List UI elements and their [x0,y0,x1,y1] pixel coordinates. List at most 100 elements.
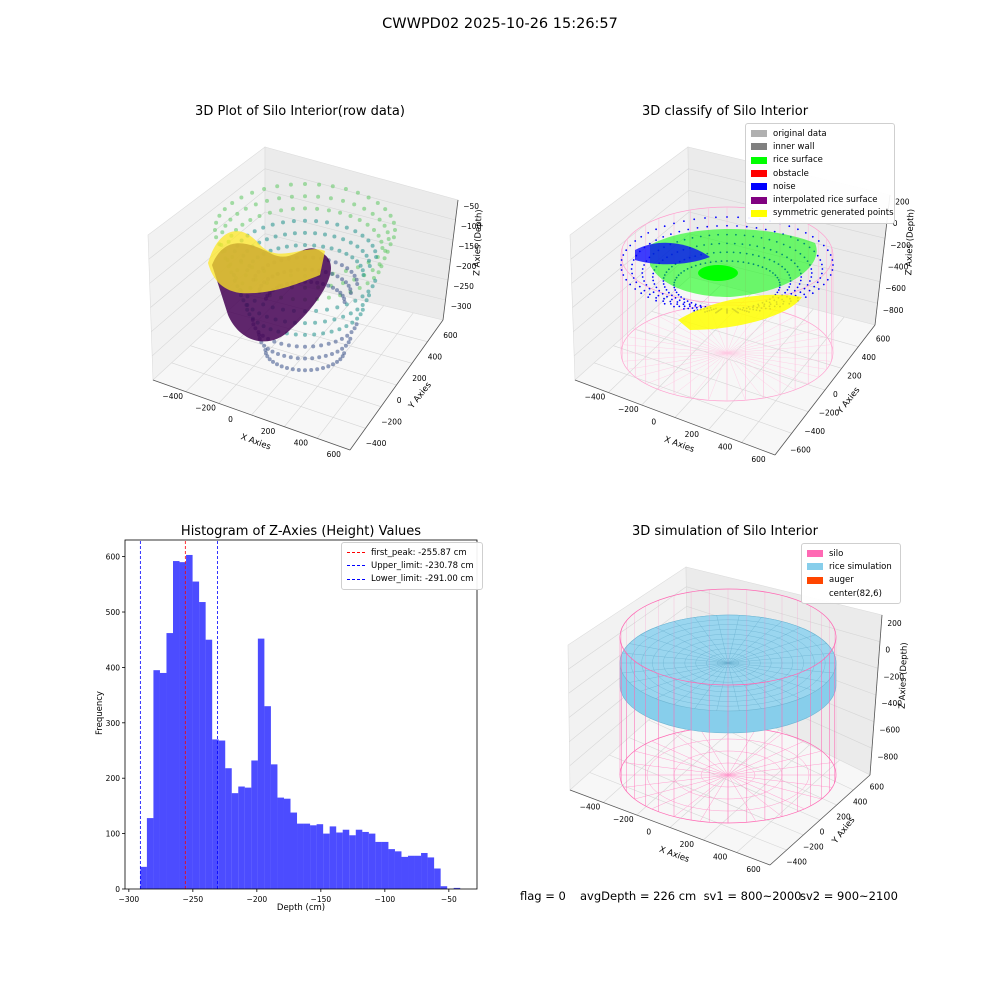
y-tick-label: 400 [862,353,877,362]
raw-point [303,206,307,211]
noise-point [755,227,758,229]
raw-point [344,225,349,230]
raw-point [303,230,307,235]
raw-point [367,264,372,268]
noise-point [806,284,809,286]
noise-point [663,225,666,228]
raw-point [354,322,359,327]
raw-point [303,332,307,337]
legend-item: symmetric generated points [751,207,894,220]
raw-point [379,239,384,244]
histogram-bar [290,812,298,889]
raw-point [263,351,268,356]
histogram-bar [394,851,402,889]
noise-point [789,283,792,285]
histogram-bar [205,639,213,889]
silo-floor-spoke [727,774,783,817]
raw-point [344,251,349,256]
silo-floor-spoke [727,774,805,810]
simulation-plot-title: 3D simulation of Silo Interior [632,524,818,539]
legend-label: inner wall [773,141,815,152]
raw-point [262,343,267,348]
silo-floor-spoke [673,733,729,776]
legend-label: Lower_limit: -291.00 cm [371,574,474,585]
raw-point [314,308,319,313]
raw-point [340,277,345,282]
x-tick-label: −250 [183,895,204,904]
raw-point [248,218,253,222]
legend-label: first_peak: -255.87 cm [371,547,467,558]
raw-point [341,314,346,319]
noise-point [745,225,748,228]
legend-label: silo [829,548,844,559]
rice-mesh-spoke [640,634,729,664]
sv2-text: sv2 = 900~2100 [800,889,898,903]
noise-point [796,286,799,289]
x-tick-label: −50 [441,895,457,904]
noise-point [643,264,645,266]
legend-label: noise [773,181,796,192]
raw-point [257,214,262,218]
histogram-bar [381,841,389,889]
z-tick-label: 200 [887,619,902,628]
legend-swatch [807,550,823,558]
noise-point [686,300,689,302]
histogram-bar [146,818,154,889]
raw-point [313,320,318,325]
raw-point [370,243,375,248]
noise-point [674,297,677,299]
raw-point [214,235,219,240]
histogram-bar [277,797,284,889]
z-tick-label: −50 [463,202,479,211]
raw-plot-title: 3D Plot of Silo Interior(row data) [195,104,405,119]
raw-point [290,367,295,372]
noise-point [822,244,825,247]
legend-item: inner wall [751,140,889,153]
histogram-bar [323,833,330,889]
noise-point [800,276,803,278]
noise-point [662,236,665,238]
y-tick-label: 400 [428,353,443,362]
raw-point [362,206,367,211]
rice-mesh-spoke [716,662,729,711]
y-axis-line [349,319,444,451]
noise-point [657,294,660,297]
silo-floor-spoke [726,352,832,362]
y-tick-label: 400 [853,798,868,807]
classify-plot-title: 3D classify of Silo Interior [641,104,809,119]
raw-point [367,293,371,298]
z-tick-label: −800 [883,306,904,315]
y-tick-label: −200 [803,843,824,852]
raw-point [342,296,347,301]
z-axis-label: Z Axies (Depth) [472,209,484,276]
classify-point-cloud [620,216,834,330]
z-tick-label: −800 [877,752,898,761]
symmetric-points-region [678,294,802,330]
simulation-3d-plot: −400−20002004006006004002000−200−4002000… [567,566,910,874]
legend-item: Lower_limit: -291.00 cm [347,573,477,586]
raw-point [265,354,270,359]
raw-point [282,353,287,358]
histogram-bar [440,886,448,889]
raw-point [360,294,365,299]
rice-surface-core [698,265,738,281]
rice-mesh-spoke [694,662,729,709]
grid-line [151,233,449,332]
raw-point [330,184,335,189]
raw-point [373,249,378,254]
silo-floor-spoke [727,733,783,776]
raw-point [303,344,307,349]
raw-point [326,208,331,213]
rice-mesh-spoke [655,662,729,699]
rice-mesh-spoke [629,662,729,683]
silo-floor-spoke [727,774,757,822]
raw-point [380,246,385,250]
histogram-bar [329,826,337,889]
noise-point [622,254,625,256]
noise-point [658,289,661,292]
noise-point [676,303,679,305]
noise-point [631,272,633,275]
raw-point [352,273,357,278]
legend-item: first_peak: -255.87 cm [347,546,477,559]
y-tick-label: −200 [819,409,840,418]
